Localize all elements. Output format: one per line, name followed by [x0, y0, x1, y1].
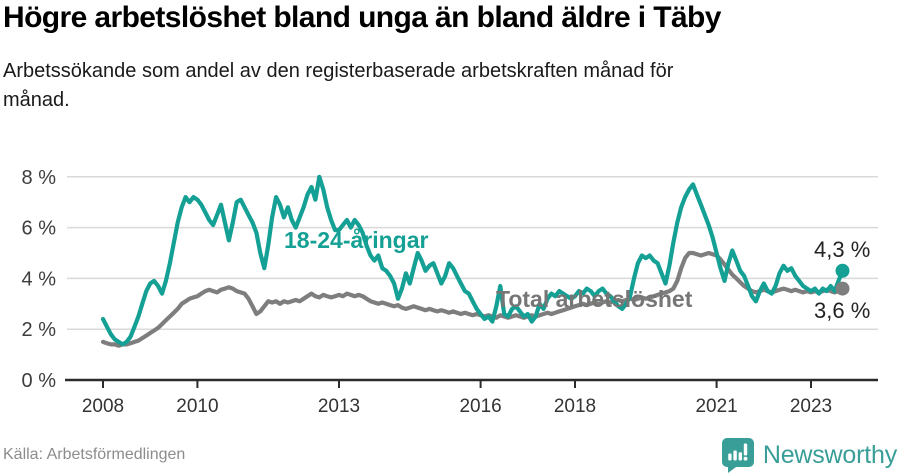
x-axis-label: 2008 [82, 396, 124, 417]
end-dot-young [835, 263, 850, 278]
end-value-young: 4,3 % [814, 237, 871, 262]
brand-name: Newsworthy [762, 440, 897, 469]
y-axis-label: 6 % [22, 218, 57, 240]
x-axis-label: 2021 [695, 396, 737, 417]
y-axis-label: 8 % [22, 167, 57, 189]
series-line-young [100, 174, 845, 347]
series-label-total: Total arbetslöshet [496, 286, 693, 312]
x-axis-label: 2023 [790, 396, 832, 417]
page-title: Högre arbetslöshet bland unga än bland ä… [3, 1, 721, 34]
series-label-young: 18-24-åringar [284, 227, 429, 253]
y-axis-label: 0 % [22, 370, 57, 392]
x-axis-label: 2018 [554, 396, 596, 417]
end-dot-total [835, 281, 850, 296]
page-subtitle: Arbetssökande som andel av den registerb… [3, 60, 674, 111]
end-value-total: 3,6 % [814, 298, 871, 323]
newsworthy-logo: Newsworthy [721, 437, 897, 473]
newsworthy-icon [721, 437, 755, 473]
y-axis-label: 2 % [22, 319, 57, 341]
source-note: Källa: Arbetsförmedlingen [3, 446, 186, 463]
x-axis-label: 2016 [459, 396, 501, 417]
x-axis-label: 2010 [176, 396, 218, 417]
unemployment-line-chart: 2008 2010 2013 2016 2018 2021 2023 0 % 2 % 4 % 6 %… [0, 150, 900, 422]
x-axis-label: 2013 [318, 396, 360, 417]
y-axis-label: 4 % [22, 268, 57, 290]
chart-canvas: 2008 2010 2013 2016 2018 2021 2023 0 % 2 % 4 % 6 %… [22, 167, 878, 417]
